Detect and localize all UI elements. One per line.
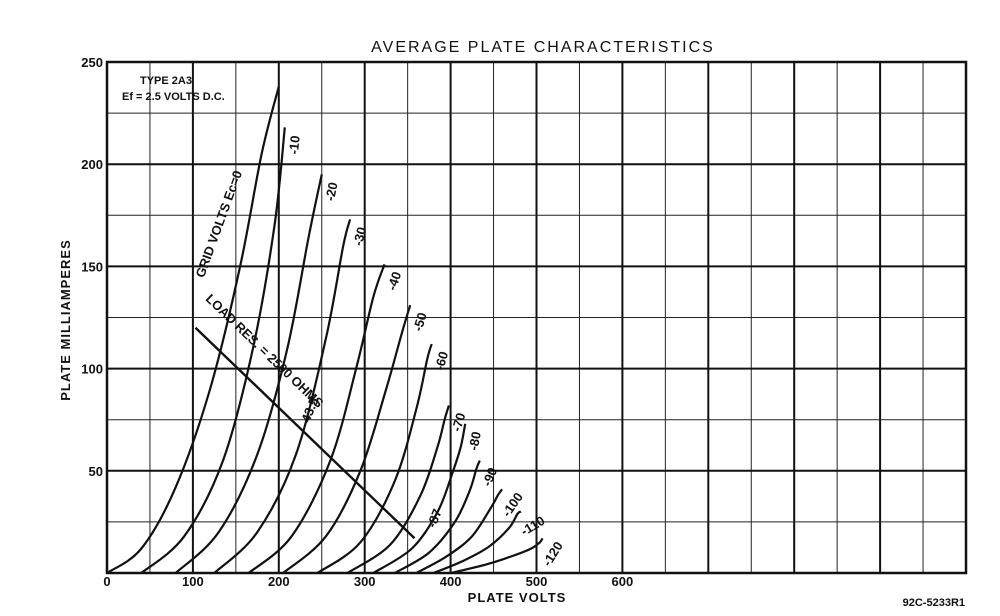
- grid-curve: [282, 304, 412, 574]
- grid-curve: [174, 174, 323, 574]
- curve-label: -90: [479, 465, 500, 488]
- y-tick-label: 50: [89, 464, 103, 479]
- grid-curve: [316, 343, 433, 574]
- x-tick-label: 600: [612, 574, 634, 589]
- grid-volts-label: GRID VOLTS Ec=0: [192, 168, 245, 279]
- grid-curve: [432, 510, 522, 575]
- curve-label: -10: [286, 135, 303, 155]
- curve-layer: [106, 86, 544, 575]
- y-tick-label: 150: [81, 259, 103, 274]
- x-tick-label: 400: [440, 574, 462, 589]
- filament-label: Ef = 2.5 VOLTS D.C.: [122, 91, 225, 103]
- tick-layer: 0 100 200 300 400 500 600 50 100 150 200 250: [81, 55, 633, 589]
- curve-label: -120: [539, 539, 566, 569]
- x-tick-label: 300: [354, 574, 376, 589]
- y-tick-label: 250: [81, 55, 103, 70]
- grid-curve: [106, 86, 280, 574]
- curve-label: -80: [466, 430, 484, 451]
- y-tick-label: 100: [81, 362, 103, 377]
- plot-frame: [105, 60, 968, 575]
- x-axis-title: PLATE VOLTS: [468, 590, 567, 605]
- x-tick-label: 0: [103, 574, 110, 589]
- curve-label: -60: [431, 350, 451, 372]
- y-axis-title: PLATE MILLIAMPERES: [58, 239, 73, 400]
- x-tick-label: 500: [526, 574, 548, 589]
- grid-curve: [346, 405, 450, 574]
- x-tick-label: 100: [182, 574, 204, 589]
- grid-curve: [415, 488, 504, 574]
- curve-label: -40: [384, 270, 404, 293]
- grid-curve: [394, 460, 481, 574]
- curve-label: -100: [499, 490, 526, 520]
- figure-code: 92C-5233R1: [903, 597, 965, 609]
- curve-label: -50: [410, 311, 430, 333]
- y-tick-label: 200: [81, 157, 103, 172]
- curve-label: -30: [350, 225, 369, 247]
- curve-label-extra: -87: [424, 507, 445, 530]
- type-label: TYPE 2A3: [140, 75, 192, 87]
- grid-curve: [372, 423, 467, 574]
- curve-label: -20: [322, 181, 341, 202]
- load-line: [194, 326, 416, 540]
- grid-curve: [140, 127, 286, 574]
- curve-label: -70: [449, 411, 469, 433]
- curve-label: -110: [518, 513, 547, 539]
- grid-curve: [213, 219, 352, 574]
- grid-layer: [105, 60, 968, 575]
- chart-title: AVERAGE PLATE CHARACTERISTICS: [371, 39, 715, 56]
- x-tick-label: 200: [268, 574, 290, 589]
- grid-curve: [450, 537, 544, 575]
- grid-curve: [247, 264, 386, 574]
